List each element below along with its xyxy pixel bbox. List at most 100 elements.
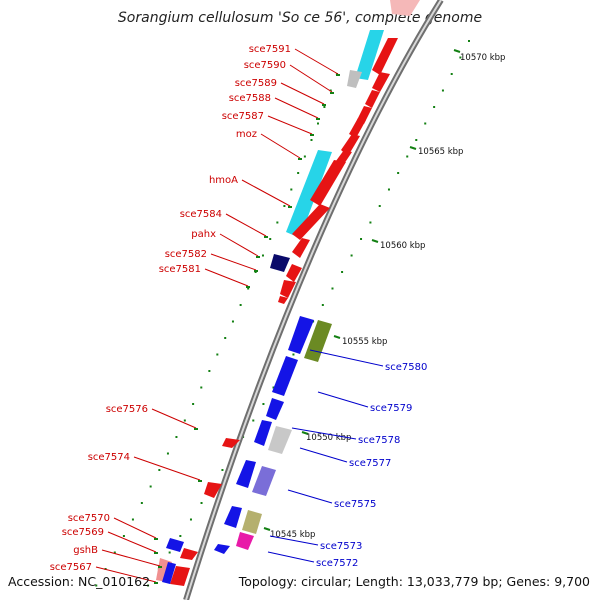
leader-line [287,489,333,504]
gene-block [372,72,390,92]
map-title: Sorangium cellulosum 'So ce 56', complet… [117,10,483,26]
tick-label: 10560 kbp [380,241,425,251]
guide-dot [200,386,203,389]
gene-label[interactable]: sce7584 [180,209,222,220]
leader-line [101,549,161,567]
gene-block [236,532,254,550]
topology-text: Topology: circular; Length: 13,033,779 b… [238,574,590,589]
kbp-ticks: 10570 kbp 10565 kbp 10560 kbp 10555 kbp 1055… [263,49,505,540]
gene-block [310,160,346,206]
gene-label[interactable]: sce7591 [249,44,291,55]
gene-label[interactable]: hmoA [209,175,238,186]
guide-dot [406,155,409,158]
gene-label[interactable]: sce7580 [385,362,427,373]
gene-block [304,320,332,362]
gene-block [242,510,262,534]
guide-dot [329,89,332,92]
leader-line [260,133,301,159]
guide-dot [272,386,275,389]
guide-dot [140,502,143,504]
guide-dot [166,452,169,455]
guide-dot [468,40,470,42]
tick-mark [409,146,417,150]
guide-dot [189,518,192,521]
guide-dot [303,155,306,158]
gene-label[interactable]: sce7577 [349,458,391,469]
leader-dot [288,206,292,208]
guide-dot [231,320,234,323]
gene-label[interactable]: sce7567 [50,562,92,573]
gene-label[interactable]: sce7581 [159,264,201,275]
footer: Accession: NC_010162 Topology: circular;… [8,574,590,589]
gene-block [349,118,366,138]
gene-block [292,204,330,240]
leader-line [210,253,257,271]
gene-label[interactable]: sce7587 [222,111,264,122]
gene-label[interactable]: moz [236,129,257,140]
leader-dot [298,158,302,160]
tick-label: 10545 kbp [270,530,315,540]
leader-dot [254,270,258,272]
guide-dot [350,254,353,257]
guide-dot [292,353,295,356]
leader-line [241,179,291,207]
guide-dot [183,419,186,422]
gene-label[interactable]: sce7573 [320,541,362,552]
gene-block [166,538,184,552]
gene-label[interactable]: sce7590 [244,60,286,71]
tick-mark [333,335,341,339]
guide-dot [216,353,219,356]
gene-label[interactable]: sce7578 [358,435,400,446]
upper-features [270,0,420,304]
guide-dot [415,139,418,141]
leader-line [151,408,197,429]
gene-label[interactable]: sce7570 [68,513,110,524]
gene-label[interactable]: sce7575 [334,499,376,510]
guide-dot [283,205,286,207]
leader-dot [198,480,202,482]
gene-label[interactable]: gshB [73,545,98,556]
gene-label[interactable]: sce7582 [165,249,207,260]
gene-block [270,254,290,272]
gene-block [268,426,292,454]
gene-block [355,30,384,80]
guide-dot [179,535,182,537]
tick-mark [453,49,461,53]
gene-block [288,316,314,354]
gene-label[interactable]: sce7588 [229,93,271,104]
gene-label[interactable]: sce7569 [62,527,104,538]
gene-block [278,296,288,304]
guide-dot [252,419,255,422]
leader-line [95,566,157,583]
gene-label[interactable]: sce7572 [316,558,358,569]
gene-block [365,90,380,108]
gene-label[interactable]: sce7589 [235,78,277,89]
guide-dot [331,287,334,290]
guide-dot [122,535,125,537]
gene-block [292,238,310,258]
guide-dot [397,172,400,174]
leader-line [299,447,348,463]
gene-label[interactable]: sce7574 [88,452,130,463]
gene-block [222,438,240,448]
guide-dot [95,584,98,587]
leader-dot [264,236,268,238]
gene-block [286,264,302,282]
guide-dot [221,469,224,471]
leader-line [267,551,315,563]
leader-line [113,517,157,539]
leader-line [289,64,333,93]
guide-dot [192,403,195,405]
leader-dot [322,104,326,106]
guide-dot [158,469,161,471]
gene-label[interactable]: sce7576 [106,404,148,415]
tick-mark [371,239,379,243]
leader-line [274,97,319,119]
gene-block [170,566,190,586]
gene-block [180,548,198,560]
guide-dot [310,139,313,141]
gene-label[interactable]: sce7579 [370,403,412,414]
gene-label[interactable]: pahx [191,229,216,240]
tick-label: 10565 kbp [418,147,463,157]
